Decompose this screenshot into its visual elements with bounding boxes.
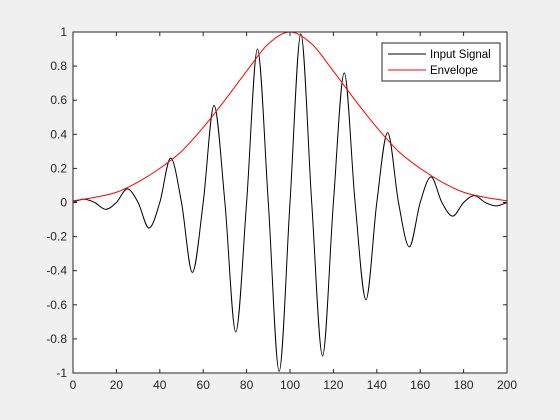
legend-label: Envelope [430, 65, 478, 77]
x-tick-label: 40 [153, 378, 167, 392]
x-tick-label: 200 [497, 378, 517, 392]
x-tick-label: 140 [367, 378, 387, 392]
x-tick-label: 160 [410, 378, 430, 392]
x-tick-label: 180 [454, 378, 474, 392]
y-tick-label: -1 [56, 366, 67, 380]
y-tick-label: 0.2 [50, 161, 67, 175]
y-tick-label: 0.6 [50, 93, 67, 107]
x-tick-label: 80 [240, 378, 254, 392]
input-signal-line [72, 33, 508, 372]
y-tick-label: 1 [60, 25, 67, 39]
legend-label: Input Signal [430, 49, 491, 61]
y-tick-label: 0.8 [50, 59, 67, 73]
legend: Input Signal Envelope [381, 42, 501, 82]
y-tick-label: -0.4 [46, 264, 67, 278]
x-tick-label: 0 [70, 378, 77, 392]
x-tick-label: 60 [197, 378, 211, 392]
x-axis: 0 20 40 60 80 100 120 140 160 180 200 [70, 32, 517, 392]
legend-box [381, 42, 501, 82]
y-tick-label: -0.2 [46, 230, 67, 244]
y-axis: -1 -0.8 -0.6 -0.4 -0.2 0 0.2 0.4 0.6 0.8 1 [46, 25, 507, 380]
x-tick-label: 20 [110, 378, 124, 392]
y-tick-label: -0.8 [46, 332, 67, 346]
y-tick-label: -0.6 [46, 298, 67, 312]
y-tick-label: 0 [60, 196, 67, 210]
y-tick-label: 0.4 [50, 127, 67, 141]
x-tick-label: 120 [323, 378, 343, 392]
x-tick-label: 100 [280, 378, 300, 392]
